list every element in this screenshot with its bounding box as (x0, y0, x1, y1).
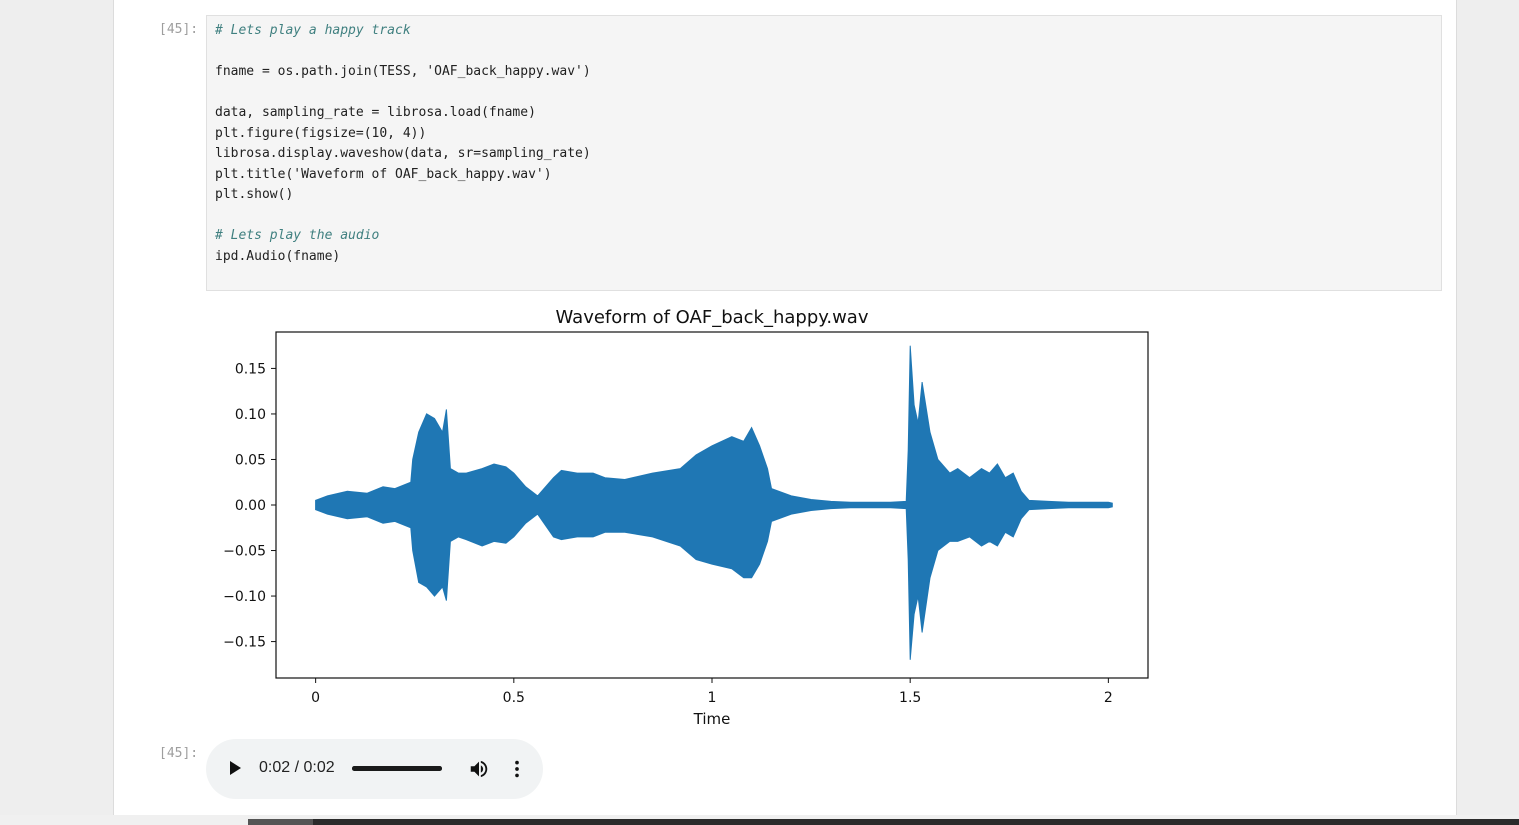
code-line-6: plt.figure(figsize=(10, 4)) (215, 125, 427, 141)
y-tick-label: −0.05 (223, 544, 266, 560)
more-options-icon[interactable] (506, 758, 528, 780)
x-tick-label: 1.5 (899, 690, 921, 706)
seek-bar-fill (352, 766, 442, 771)
y-axis: 0.15 0.10 0.05 0.00 −0.05 −0.10 −0.15 (223, 361, 276, 651)
x-axis-label: Time (693, 710, 731, 728)
x-tick-label: 1 (708, 690, 717, 706)
horizontal-scrollbar-thumb[interactable] (248, 819, 313, 825)
x-axis: 0 0.5 1 1.5 2 (311, 678, 1113, 706)
x-tick-label: 0 (311, 690, 320, 706)
volume-icon[interactable] (468, 758, 490, 780)
y-tick-label: 0.15 (235, 361, 266, 377)
waveform-figure: Waveform of OAF_back_happy.wav 0.150.100… (223, 307, 1149, 728)
waveform-series (315, 345, 1113, 660)
x-tick-label: 2 (1104, 690, 1113, 706)
code-line-11: # Lets play the audio (215, 228, 380, 243)
output-prompt: [45]: (159, 746, 199, 761)
y-tick-label: 0.10 (235, 407, 266, 423)
code-cell[interactable]: # Lets play a happy track fname = os.pat… (206, 15, 1442, 291)
seek-bar[interactable] (352, 766, 442, 771)
audio-player[interactable]: 0:02 / 0:02 (206, 739, 543, 799)
code-line-1: # Lets play a happy track (215, 23, 411, 38)
input-prompt: [45]: (159, 22, 199, 37)
code-line-12: ipd.Audio(fname) (215, 248, 341, 264)
y-tick-label: −0.10 (223, 589, 266, 605)
code-line-8: plt.title('Waveform of OAF_back_happy.wa… (215, 166, 552, 182)
code-editor[interactable]: # Lets play a happy track fname = os.pat… (215, 21, 591, 267)
notebook-panel: [45]: # Lets play a happy track fname = … (113, 0, 1457, 815)
code-line-7: librosa.display.waveshow(data, sr=sampli… (215, 146, 591, 161)
chart-title: Waveform of OAF_back_happy.wav (556, 307, 869, 328)
code-line-9: plt.show() (215, 187, 294, 202)
y-tick-label: 0.05 (235, 452, 266, 468)
time-display: 0:02 / 0:02 (259, 759, 335, 776)
horizontal-scrollbar[interactable] (248, 819, 1519, 825)
y-tick-label: −0.15 (223, 635, 266, 651)
y-tick-label: 0.00 (235, 498, 266, 514)
code-line-5: data, sampling_rate = librosa.load(fname… (215, 105, 536, 120)
play-icon[interactable] (230, 761, 241, 775)
waveform-envelope (315, 345, 1113, 660)
code-line-3: fname = os.path.join(TESS, 'OAF_back_hap… (215, 64, 591, 79)
x-tick-label: 0.5 (503, 690, 525, 706)
